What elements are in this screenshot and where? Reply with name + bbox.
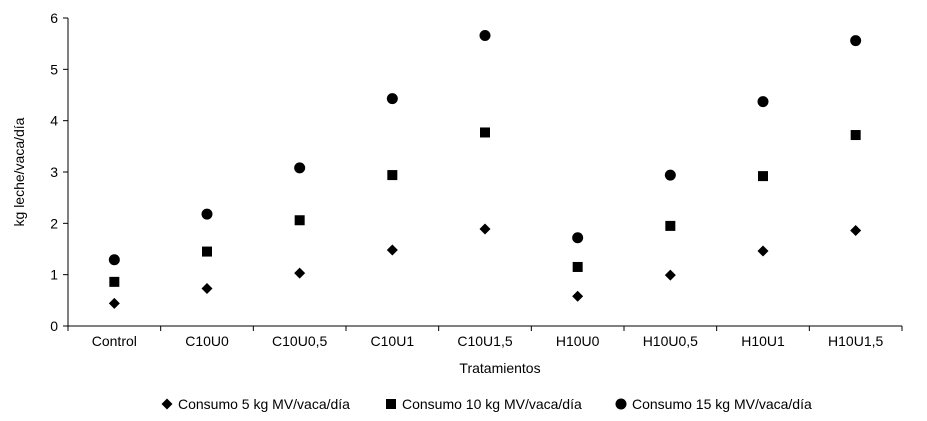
data-point-square [480, 127, 490, 138]
x-axis-title: Tratamientos [459, 360, 540, 376]
x-axis-ticks: Control C10U0 C10U0,5 C10U1 C10U1,5 H10U0 H10U… [67, 326, 903, 349]
data-point-diamond [572, 290, 584, 302]
y-tick-label: 4 [50, 113, 58, 129]
legend-label: Consumo 5 kg MV/vaca/día [178, 396, 350, 412]
data-point-diamond [108, 297, 120, 309]
data-point-diamond [294, 267, 306, 279]
y-tick-label: 0 [50, 318, 58, 334]
x-tick-label: C10U1,5 [457, 333, 512, 349]
legend-label: Consumo 10 kg MV/vaca/día [402, 396, 582, 412]
y-tick-label: 3 [50, 164, 58, 180]
chart-legend: Consumo 5 kg MV/vaca/día Consumo 10 kg MV… [161, 396, 812, 412]
data-point-square [758, 171, 768, 182]
x-tick-label: H10U0,5 [643, 333, 698, 349]
legend-marker-square [386, 399, 396, 409]
data-point-circle [479, 29, 491, 41]
legend-marker-circle [615, 398, 627, 410]
chart-axes [67, 18, 902, 327]
data-point-diamond [757, 245, 769, 257]
data-point-circle [294, 162, 306, 174]
x-tick-label: H10U0 [556, 333, 600, 349]
y-axis-title: kg leche/vaca/día [11, 117, 27, 226]
x-tick-label: C10U0 [185, 333, 229, 349]
data-point-diamond [850, 225, 862, 237]
data-point-circle [386, 93, 398, 105]
data-point-square [850, 130, 861, 141]
x-tick-label: C10U0,5 [272, 333, 327, 349]
x-tick-label: Control [92, 333, 137, 349]
data-point-circle [664, 169, 676, 181]
legend-marker-diamond [161, 398, 173, 410]
y-tick-label: 6 [50, 10, 58, 26]
x-tick-label: H10U1,5 [828, 333, 883, 349]
data-point-diamond [479, 223, 491, 235]
data-point-square [572, 261, 583, 272]
legend-label: Consumo 15 kg MV/vaca/día [632, 396, 812, 412]
data-point-diamond [386, 244, 398, 256]
data-points [108, 29, 862, 309]
data-point-square [665, 220, 676, 231]
y-tick-label: 2 [50, 215, 58, 231]
data-point-square [294, 215, 305, 226]
data-point-square [109, 276, 120, 287]
data-point-circle [201, 208, 213, 220]
y-tick-label: 1 [50, 267, 58, 283]
data-point-diamond [201, 283, 213, 295]
data-point-circle [850, 35, 862, 47]
data-point-circle [572, 232, 584, 244]
data-point-circle [108, 254, 120, 266]
y-tick-label: 5 [50, 61, 58, 77]
y-axis-ticks: 0 1 2 3 4 5 6 [50, 10, 68, 334]
x-tick-label: C10U1 [371, 333, 415, 349]
data-point-square [202, 246, 212, 257]
x-tick-label: H10U1 [741, 333, 785, 349]
data-point-circle [757, 96, 769, 108]
data-point-square [387, 170, 398, 181]
data-point-diamond [664, 269, 676, 281]
